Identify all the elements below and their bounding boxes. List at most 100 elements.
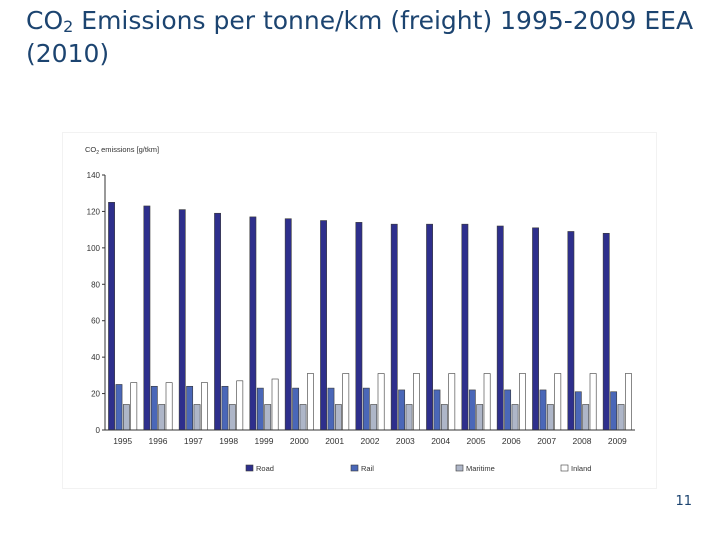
x-tick-label: 2005 xyxy=(467,436,486,446)
page-number: 11 xyxy=(675,494,692,509)
bar-maritime-2001 xyxy=(334,404,342,431)
y-axis: 0 20 40 60 80 100 120 140 xyxy=(87,171,106,435)
bar-inland-2005 xyxy=(483,373,491,431)
legend-swatch-inland xyxy=(560,464,569,472)
bar-road-2001 xyxy=(320,220,327,431)
x-tick-label: 1997 xyxy=(184,436,203,446)
bar-maritime-2005 xyxy=(476,404,484,431)
x-tick-label: 1998 xyxy=(219,436,238,446)
bar-rail-2007 xyxy=(539,389,547,431)
bar-maritime-1996 xyxy=(158,404,166,431)
bar-maritime-1999 xyxy=(264,404,272,431)
x-tick-label: 1996 xyxy=(149,436,168,446)
bar-rail-2000 xyxy=(292,387,300,431)
bar-inland-2000 xyxy=(307,373,314,431)
x-tick-label: 2006 xyxy=(502,436,521,446)
bar-inland-2002 xyxy=(377,373,385,431)
bar-inland-2003 xyxy=(413,373,420,431)
x-tick-label: 2007 xyxy=(537,436,556,446)
bar-rail-1997 xyxy=(186,385,194,431)
bar-inland-2004 xyxy=(448,373,456,431)
bar-road-2004 xyxy=(426,223,433,431)
bar-road-2003 xyxy=(390,223,398,431)
bar-inland-2001 xyxy=(342,373,350,431)
y-axis-label: CO2 emissions [g/tkm] xyxy=(85,145,159,156)
bar-rail-1996 xyxy=(150,385,158,431)
bar-rail-2003 xyxy=(398,389,406,431)
bar-inland-1996 xyxy=(165,382,173,431)
bar-inland-2006 xyxy=(519,373,526,431)
bar-maritime-1998 xyxy=(228,404,236,431)
bar-inland-2007 xyxy=(554,373,562,431)
x-tick-label: 1995 xyxy=(113,436,132,446)
bar-road-1998 xyxy=(214,212,221,431)
x-tick-label: 2003 xyxy=(396,436,415,446)
bar-rail-1995 xyxy=(115,384,123,431)
bar-road-2005 xyxy=(461,223,469,431)
x-tick-label: 2004 xyxy=(431,436,450,446)
y-tick-label: 80 xyxy=(91,280,100,289)
bar-road-2000 xyxy=(284,218,292,431)
bar-maritime-2007 xyxy=(546,404,554,431)
bar-rail-1999 xyxy=(256,387,264,431)
y-tick-label: 140 xyxy=(87,171,101,180)
title-prefix: CO xyxy=(26,6,64,35)
x-tick-label: 2000 xyxy=(290,436,309,446)
bar-road-1997 xyxy=(178,209,186,431)
bars-layer xyxy=(108,202,632,431)
y-tick-label: 100 xyxy=(87,244,101,253)
bar-maritime-2008 xyxy=(582,404,590,431)
legend-label-maritime: Maritime xyxy=(466,464,495,473)
legend-label-rail: Rail xyxy=(361,464,374,473)
bar-rail-2004 xyxy=(433,389,441,431)
y-tick-label: 120 xyxy=(87,207,101,216)
x-tick-label: 2009 xyxy=(608,436,627,446)
bar-road-2007 xyxy=(532,227,539,431)
bar-maritime-2006 xyxy=(511,404,519,431)
legend-swatch-rail xyxy=(350,464,359,472)
bar-inland-1995 xyxy=(130,382,138,431)
emissions-bar-chart: CO2 emissions [g/tkm] 0 20 40 60 80 100 120 140… xyxy=(85,145,635,473)
bar-road-2009 xyxy=(602,232,610,431)
title-suffix: Emissions per tonne/km (freight) 1995-20… xyxy=(26,6,694,68)
legend-swatch-road xyxy=(245,464,254,472)
bar-maritime-2004 xyxy=(440,404,448,431)
x-tick-label: 2002 xyxy=(361,436,380,446)
y-tick-label: 20 xyxy=(91,390,100,399)
bar-rail-2006 xyxy=(504,389,512,431)
bar-road-1999 xyxy=(249,216,257,431)
legend-label-road: Road xyxy=(256,464,274,473)
bar-rail-2005 xyxy=(468,389,476,431)
bar-rail-2002 xyxy=(362,387,370,431)
bar-inland-2008 xyxy=(589,373,597,431)
bar-inland-1997 xyxy=(201,382,208,431)
bar-maritime-1995 xyxy=(122,404,130,431)
bar-rail-1998 xyxy=(221,385,229,431)
bar-rail-2009 xyxy=(610,391,618,431)
bar-maritime-2000 xyxy=(299,404,307,431)
bar-road-2002 xyxy=(355,222,363,431)
bar-maritime-2002 xyxy=(370,404,378,431)
bar-maritime-1997 xyxy=(193,404,201,431)
y-tick-label: 60 xyxy=(91,317,100,326)
bar-road-1996 xyxy=(143,205,151,431)
bar-road-2008 xyxy=(567,231,575,431)
x-axis: 1995 1996 1997 1998 1999 2000 2001 2002 2003 2004… xyxy=(105,429,635,446)
slide-title: CO2 Emissions per tonne/km (freight) 199… xyxy=(26,4,706,70)
legend: Road Rail Maritime Inland xyxy=(245,464,591,473)
bar-maritime-2003 xyxy=(405,404,413,431)
bar-road-1995 xyxy=(108,202,115,431)
bar-rail-2001 xyxy=(327,387,335,431)
title-subscript: 2 xyxy=(63,17,74,36)
legend-swatch-maritime xyxy=(455,464,464,472)
y-tick-label: 40 xyxy=(91,353,100,362)
bar-road-2006 xyxy=(496,225,504,431)
chart-panel: CO2 emissions [g/tkm] 0 20 40 60 80 100 120 140… xyxy=(63,133,656,488)
legend-label-inland: Inland xyxy=(571,464,591,473)
bar-inland-1999 xyxy=(271,378,279,431)
x-tick-label: 1999 xyxy=(255,436,274,446)
y-tick-label: 0 xyxy=(96,426,101,435)
bar-maritime-2009 xyxy=(617,404,625,431)
x-tick-label: 2001 xyxy=(325,436,344,446)
x-tick-label: 2008 xyxy=(573,436,592,446)
